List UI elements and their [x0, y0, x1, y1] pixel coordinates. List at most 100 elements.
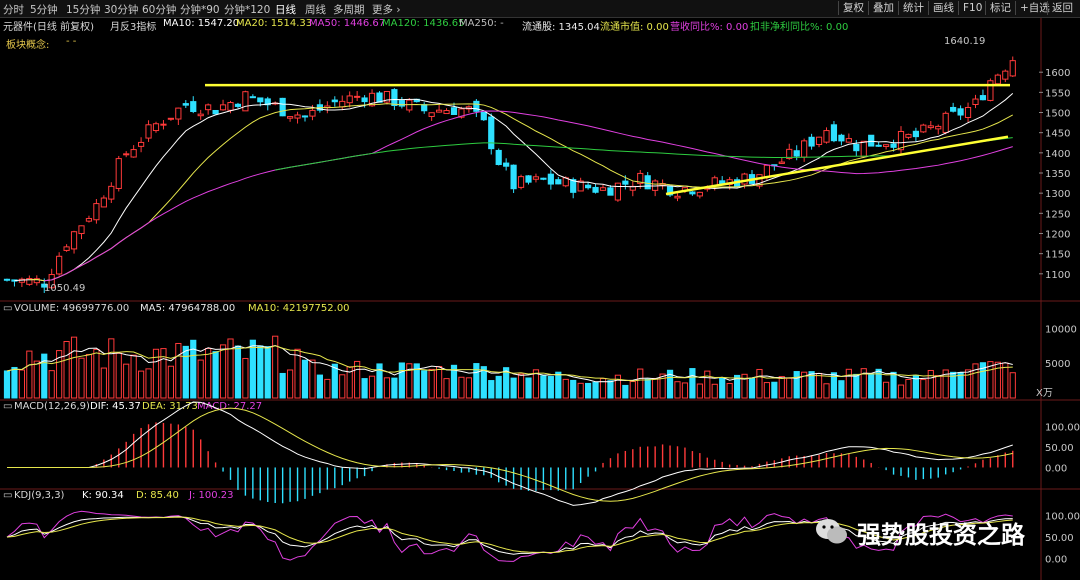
volume-bar	[219, 344, 227, 399]
draw-line-button[interactable]: 画线	[928, 1, 958, 15]
volume-bar	[458, 376, 465, 399]
macd-label[interactable]: MACD(12,26,9)	[14, 401, 90, 412]
volume-ma10: MA10: 42197752.00	[248, 303, 350, 314]
volume-bar	[510, 377, 517, 399]
tab-60min[interactable]: 60分钟	[142, 4, 177, 16]
volume-bar	[771, 381, 778, 399]
kdj-j: J: 100.23	[189, 490, 234, 501]
volume-bar	[227, 338, 234, 399]
sector-value: - -	[66, 36, 77, 47]
volume-bar	[897, 384, 905, 399]
candle-body	[950, 106, 957, 112]
volume-bar	[644, 378, 651, 399]
volume-tick-label: 5000	[1045, 359, 1070, 370]
candle-body	[793, 150, 800, 157]
kdj-tick-label: 0.00	[1045, 555, 1067, 566]
volume-bar	[979, 362, 987, 399]
candle-body	[987, 80, 994, 101]
macd-value: MACD: 27.27	[197, 401, 263, 412]
volume-bar	[197, 359, 204, 399]
volume-bar	[287, 369, 294, 399]
volume-bar	[249, 339, 256, 399]
f10-button[interactable]: F10	[958, 1, 986, 15]
candle-body	[33, 278, 40, 284]
price-info-bar: 元器件(日线 前复权) 月反3指标 MA10: 1547.20 MA20: 15…	[0, 18, 1080, 33]
macd-info-bar: ▭ MACD(12,26,9) DIF: 45.37 DEA: 31.73 MA…	[0, 401, 1080, 415]
volume-bar	[18, 369, 25, 399]
candle-body	[301, 115, 309, 118]
candle-body	[376, 92, 383, 103]
volume-bar	[406, 363, 413, 399]
tab-90min[interactable]: 分钟*90	[180, 4, 220, 16]
mark-button[interactable]: 标记	[985, 1, 1015, 15]
candle-body	[644, 175, 651, 190]
volume-bar	[11, 366, 18, 399]
candle-body	[309, 109, 316, 117]
add-watchlist-button[interactable]: +自选	[1015, 1, 1054, 15]
tab-weekly[interactable]: 周线	[305, 4, 326, 16]
macd-dif-line	[7, 401, 1013, 506]
volume-bar	[681, 382, 689, 399]
tab-120min[interactable]: 分钟*120	[224, 4, 271, 16]
volume-bar	[100, 367, 107, 399]
candle-body	[182, 103, 189, 106]
volume-bar	[853, 373, 860, 399]
ma20-line	[29, 103, 1013, 282]
kdj-label[interactable]: KDJ(9,3,3)	[14, 490, 65, 501]
price-tick-label: 1450	[1045, 129, 1070, 140]
watermark-text: 强势股投资之路	[857, 520, 1025, 549]
tab-daily[interactable]: 日线	[275, 4, 296, 16]
volume-bar	[562, 378, 569, 399]
volume-bar	[294, 348, 301, 399]
volume-bar	[756, 368, 763, 399]
candle-body	[70, 231, 78, 250]
price-tick-label: 1600	[1045, 68, 1070, 79]
stock-title: 元器件(日线 前复权)	[3, 22, 94, 33]
volume-bar	[152, 348, 160, 399]
candle-body	[853, 143, 860, 152]
volume-bar	[56, 350, 63, 399]
back-button[interactable]: 返回	[1047, 1, 1077, 15]
tab-multi-period[interactable]: 多周期	[333, 4, 365, 16]
tab-more[interactable]: 更多 ›	[372, 2, 401, 17]
tab-5min[interactable]: 5分钟	[30, 4, 58, 16]
candle-body	[443, 110, 450, 115]
candle-body	[897, 130, 905, 151]
sector-label[interactable]: 板块概念:	[6, 40, 50, 51]
candle-body	[532, 176, 540, 180]
revenue-yoy: 营收同比%: 0.00	[670, 22, 749, 33]
ma120-value: MA120: 1436.65	[382, 18, 465, 29]
candle-body	[614, 182, 621, 201]
tab-15min[interactable]: 15分钟	[66, 4, 101, 16]
volume-bar	[354, 360, 361, 399]
more-label: 更多	[372, 4, 393, 16]
volume-bar	[719, 377, 726, 399]
volume-unit-label: X万	[1036, 388, 1053, 399]
volume-bar	[711, 383, 718, 399]
tab-timeshare[interactable]: 分时	[3, 4, 24, 16]
volume-bar	[517, 373, 525, 399]
volume-icon: ▭	[3, 303, 13, 314]
volume-bar	[927, 369, 934, 399]
candle-body	[85, 218, 93, 222]
candle-body	[1009, 60, 1016, 77]
adjust-button[interactable]: 复权	[838, 1, 868, 15]
candle-body	[197, 113, 204, 117]
statistics-button[interactable]: 统计	[898, 1, 928, 15]
indicator-name[interactable]: 月反3指标	[110, 22, 157, 33]
price-tick-label: 1200	[1045, 229, 1070, 240]
tab-30min[interactable]: 30分钟	[104, 4, 139, 16]
volume-bar	[301, 359, 309, 399]
volume-bar	[786, 377, 793, 399]
overlay-button[interactable]: 叠加	[868, 1, 898, 15]
candle-body	[249, 96, 256, 99]
volume-bar	[339, 374, 346, 399]
volume-bar	[41, 353, 48, 399]
candle-body	[570, 179, 577, 193]
candle-body	[607, 187, 614, 196]
volume-bar	[532, 369, 540, 399]
volume-bar	[637, 368, 644, 399]
candle-body	[234, 103, 242, 107]
volume-bar	[875, 368, 882, 399]
